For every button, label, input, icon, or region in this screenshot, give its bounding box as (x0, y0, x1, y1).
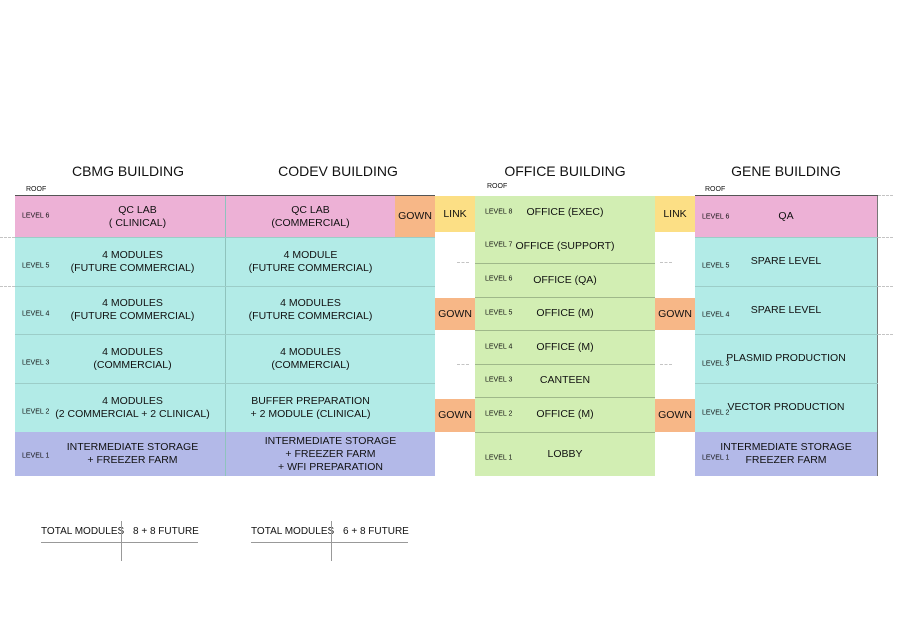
gene-level-1-label: LEVEL 1 (702, 454, 730, 462)
gene-building-title: GENE BUILDING (731, 163, 841, 179)
gene-level-1-band (695, 432, 878, 476)
office-level-6-label: LEVEL 6 (485, 275, 513, 283)
office-level-2-label: LEVEL 2 (485, 410, 513, 418)
codev-level-4-cell: 4 MODULES (FUTURE COMMERCIAL) (248, 297, 373, 322)
gene-level-5-label: LEVEL 5 (702, 262, 730, 270)
office-level-1-cell: LOBBY (547, 447, 583, 460)
office-level-8-cell: OFFICE (EXEC) (526, 206, 604, 218)
codev-level-6-gown: GOWN (395, 196, 435, 237)
office-level-2-cell: OFFICE (M) (536, 408, 594, 420)
cbmg-level-3-cell: 4 MODULES (COMMERCIAL) (93, 345, 172, 371)
codev-level-1-cell: INTERMEDIATE STORAGE + FREEZER FARM + WF… (264, 434, 397, 473)
gene-level-1-cell: INTERMEDIATE STORAGE FREEZER FARM (720, 441, 852, 466)
cbmg-level-1-label: LEVEL 1 (22, 452, 50, 460)
codev-level-2-gown: GOWN (435, 399, 475, 432)
codev-office-link: LINK (435, 196, 475, 232)
gene-level-2-cell: VECTOR PRODUCTION (727, 401, 845, 413)
codev-level-6-cell: QC LAB (COMMERCIAL) (271, 203, 350, 229)
cbmg-level-4-label: LEVEL 4 (22, 310, 50, 318)
office-level-7-label: LEVEL 7 (485, 241, 513, 249)
cbmg-level-4-cell: 4 MODULES (FUTURE COMMERCIAL) (70, 297, 195, 322)
gene-level-6-band (695, 196, 878, 237)
office-building-title: OFFICE BUILDING (504, 163, 626, 179)
office-gene-link: LINK (655, 196, 695, 232)
level-6-band-cbmg-codev (15, 196, 395, 237)
gene-level-4-label: LEVEL 4 (702, 311, 730, 319)
office-building-block (475, 196, 655, 476)
office-level-3-cell: CANTEEN (539, 374, 591, 386)
gene-level-2-gown: GOWN (655, 399, 695, 432)
codev-building-title: CODEV BUILDING (278, 163, 398, 179)
cbmg-level-2-label: LEVEL 2 (22, 408, 50, 416)
office-level-3-label: LEVEL 3 (485, 376, 513, 384)
cbmg-level-6-label: LEVEL 6 (22, 212, 50, 220)
office-roof-label: ROOF (487, 183, 508, 190)
cbmg-level-2-cell: 4 MODULES (2 COMMERCIAL + 2 CLINICAL) (55, 394, 210, 420)
cbmg-codev-divider (225, 196, 226, 476)
codev-total-value: 6 + 8 FUTURE (343, 526, 409, 537)
cbmg-level-5-cell: 4 MODULES (FUTURE COMMERCIAL) (70, 248, 195, 274)
cbmg-building-title: CBMG BUILDING (71, 163, 184, 179)
codev-level-5-cell: 4 MODULE (FUTURE COMMERCIAL) (248, 248, 373, 274)
gene-level-6-label: LEVEL 6 (702, 213, 730, 221)
gene-level-4-gown: GOWN (655, 298, 695, 330)
gene-level-6-cell: QA (778, 210, 794, 222)
office-level-1-label: LEVEL 1 (485, 454, 513, 462)
gene-roof-label: ROOF (705, 186, 726, 193)
codev-level-3-cell: 4 MODULES (COMMERCIAL) (271, 345, 350, 371)
office-level-8-label: LEVEL 8 (485, 208, 513, 216)
office-level-4-cell: OFFICE (M) (536, 340, 594, 353)
office-level-5-label: LEVEL 5 (485, 309, 513, 317)
cbmg-level-6-cell: QC LAB ( CLINICAL) (108, 203, 167, 229)
cbmg-level-3-label: LEVEL 3 (22, 359, 50, 367)
codev-level-2-cell: BUFFER PREPARATION + 2 MODULE (CLINICAL) (250, 394, 371, 420)
cbmg-total-label: TOTAL MODULES (41, 526, 125, 537)
cbmg-level-1-cell: INTERMEDIATE STORAGE + FREEZER FARM (66, 441, 199, 466)
cbmg-total-value: 8 + 8 FUTURE (133, 526, 199, 537)
gene-level-2-label: LEVEL 2 (702, 409, 730, 417)
office-level-4-label: LEVEL 4 (485, 343, 513, 351)
codev-level-4-gown: GOWN (435, 298, 475, 330)
office-level-7-cell: OFFICE (SUPPORT) (515, 239, 615, 252)
gene-level-5-cell: SPARE LEVEL (750, 255, 822, 267)
codev-total-label: TOTAL MODULES (251, 526, 335, 537)
cbmg-roof-label: ROOF (26, 186, 47, 193)
gene-level-4-cell: SPARE LEVEL (750, 303, 822, 316)
office-level-5-cell: OFFICE (M) (536, 307, 594, 319)
gene-level-3-cell: PLASMID PRODUCTION (726, 352, 846, 364)
office-level-6-cell: OFFICE (QA) (533, 273, 597, 286)
cbmg-level-5-label: LEVEL 5 (22, 262, 50, 270)
gene-level-3-label: LEVEL 3 (702, 360, 730, 368)
